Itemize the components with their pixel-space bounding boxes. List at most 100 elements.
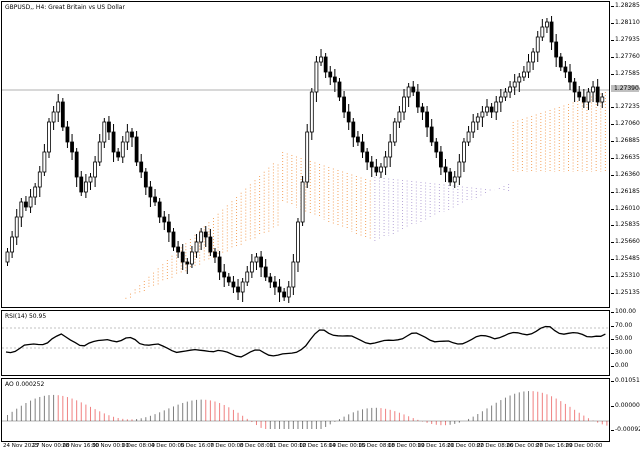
bear-candle bbox=[171, 231, 176, 248]
ao-bar bbox=[601, 421, 603, 425]
axis-tick-label: 1.27760 bbox=[611, 52, 640, 60]
ao-bar bbox=[228, 407, 230, 421]
ao-bar bbox=[242, 415, 244, 421]
axis-tick-label: 1.25660 bbox=[611, 238, 640, 246]
axis-tick-label: 1.28285 bbox=[611, 2, 640, 9]
ao-bar bbox=[182, 402, 184, 421]
ao-bar bbox=[260, 421, 262, 428]
ao-bar bbox=[468, 418, 470, 421]
ao-bar bbox=[375, 407, 377, 421]
axis-tick-label: 100.00 bbox=[611, 308, 636, 315]
time-tick-label: 28 Nov 16:00 bbox=[62, 443, 100, 449]
bull-candle bbox=[314, 61, 319, 93]
bear-candle bbox=[166, 221, 171, 233]
bear-candle bbox=[222, 271, 227, 278]
ao-bar bbox=[62, 395, 64, 421]
ao-bar bbox=[389, 409, 391, 421]
ao-bar bbox=[177, 404, 179, 421]
ao-bar bbox=[269, 421, 271, 429]
bull-candle bbox=[392, 121, 397, 143]
bear-candle bbox=[107, 121, 111, 133]
bear-candle bbox=[351, 121, 356, 138]
axis-tick-label: 0.000000 bbox=[611, 402, 640, 409]
rsi-label: RSI(14) 50.95 bbox=[5, 313, 47, 320]
ao-bar bbox=[122, 418, 124, 421]
bull-candle bbox=[503, 91, 508, 98]
bear-candle bbox=[369, 161, 374, 168]
axis-tick-label: 0.010514 bbox=[611, 378, 640, 384]
ao-bar bbox=[237, 412, 239, 421]
ao-bar bbox=[435, 421, 437, 425]
ao-label: AO 0.000252 bbox=[5, 381, 45, 388]
ao-bar bbox=[329, 421, 331, 425]
bear-candle bbox=[143, 171, 148, 188]
bull-candle bbox=[199, 231, 204, 243]
ao-bar bbox=[279, 421, 281, 429]
ao-bar bbox=[458, 421, 460, 423]
bear-candle bbox=[595, 86, 600, 103]
ao-bar bbox=[574, 409, 576, 421]
time-tick-label: 1 Dec 08:00 bbox=[121, 443, 155, 449]
bear-candle bbox=[139, 161, 144, 173]
ao-bar bbox=[200, 399, 202, 421]
ao-bar bbox=[398, 412, 400, 421]
bear-candle bbox=[429, 126, 434, 143]
axis-tick-label: 1.26010 bbox=[611, 204, 640, 212]
axis-tick-label: 1.27935 bbox=[611, 35, 640, 43]
ao-bar bbox=[30, 400, 32, 421]
ao-bar bbox=[186, 401, 188, 421]
ao-bar bbox=[504, 397, 506, 421]
ao-bar bbox=[325, 421, 327, 427]
chart-symbol-label: GBPUSD,, H4: Great Britain vs US Dollar bbox=[5, 4, 125, 11]
axis-tick-label: 1.27585 bbox=[611, 69, 640, 77]
time-tick-label: 30 Nov 00:00 bbox=[91, 443, 129, 449]
ao-bar bbox=[39, 396, 41, 421]
price-chart-pane[interactable]: GBPUSD,, H4: Great Britain vs US Dollar bbox=[1, 1, 610, 308]
time-axis: 24 Nov 2023 27 Nov 00:00 28 Nov 16:00 30 No… bbox=[1, 442, 610, 452]
bull-candle bbox=[388, 141, 393, 158]
bull-candle bbox=[498, 96, 503, 103]
bear-candle bbox=[332, 76, 337, 83]
ao-bar bbox=[131, 419, 133, 421]
ao-bar bbox=[43, 395, 45, 421]
axis-tick-label: 1.28110 bbox=[611, 18, 640, 26]
ao-bar bbox=[491, 405, 493, 421]
bear-candle bbox=[259, 256, 263, 268]
ao-bar bbox=[89, 406, 91, 421]
bull-candle bbox=[526, 61, 531, 73]
ao-bar bbox=[564, 403, 566, 421]
ao-bar bbox=[126, 419, 128, 421]
bear-candle bbox=[448, 171, 453, 183]
rsi-canvas bbox=[2, 325, 609, 358]
bull-candle bbox=[291, 261, 296, 288]
bull-candle bbox=[531, 51, 536, 63]
ao-bar bbox=[223, 404, 225, 421]
bear-candle bbox=[489, 106, 494, 113]
bull-candle bbox=[120, 141, 125, 158]
axis-tick-label: 1.26885 bbox=[611, 137, 640, 145]
bear-candle bbox=[213, 251, 217, 258]
bear-candle bbox=[263, 266, 268, 278]
bear-candle bbox=[208, 236, 213, 253]
time-tick-label: 4 Dec 00:00 bbox=[151, 443, 185, 449]
time-tick-label: 11 Dec 00:00 bbox=[269, 443, 307, 449]
time-tick-label: 8 Dec 08:00 bbox=[239, 443, 274, 449]
ao-bar bbox=[472, 416, 474, 421]
ao-bar bbox=[136, 419, 138, 421]
axis-tick-label: -0.000926 bbox=[611, 427, 640, 433]
ao-bar bbox=[500, 400, 502, 421]
bear-candle bbox=[558, 56, 563, 68]
time-tick-label: 19 Dec 16:00 bbox=[417, 443, 455, 449]
ao-bar bbox=[569, 406, 571, 421]
rsi-pane[interactable]: RSI(14) 50.95 bbox=[1, 310, 610, 376]
ao-bar bbox=[11, 411, 13, 421]
ao-bar bbox=[34, 398, 36, 421]
axis-tick-label: 1.25135 bbox=[611, 289, 640, 296]
ao-bar bbox=[371, 407, 373, 421]
bear-candle bbox=[282, 291, 287, 298]
axis-tick-label: 1.27060 bbox=[611, 120, 640, 128]
bear-candle bbox=[443, 166, 448, 173]
bull-candle bbox=[245, 271, 250, 283]
ao-pane[interactable]: AO 0.000252 bbox=[1, 378, 610, 442]
ao-bar bbox=[274, 421, 276, 429]
